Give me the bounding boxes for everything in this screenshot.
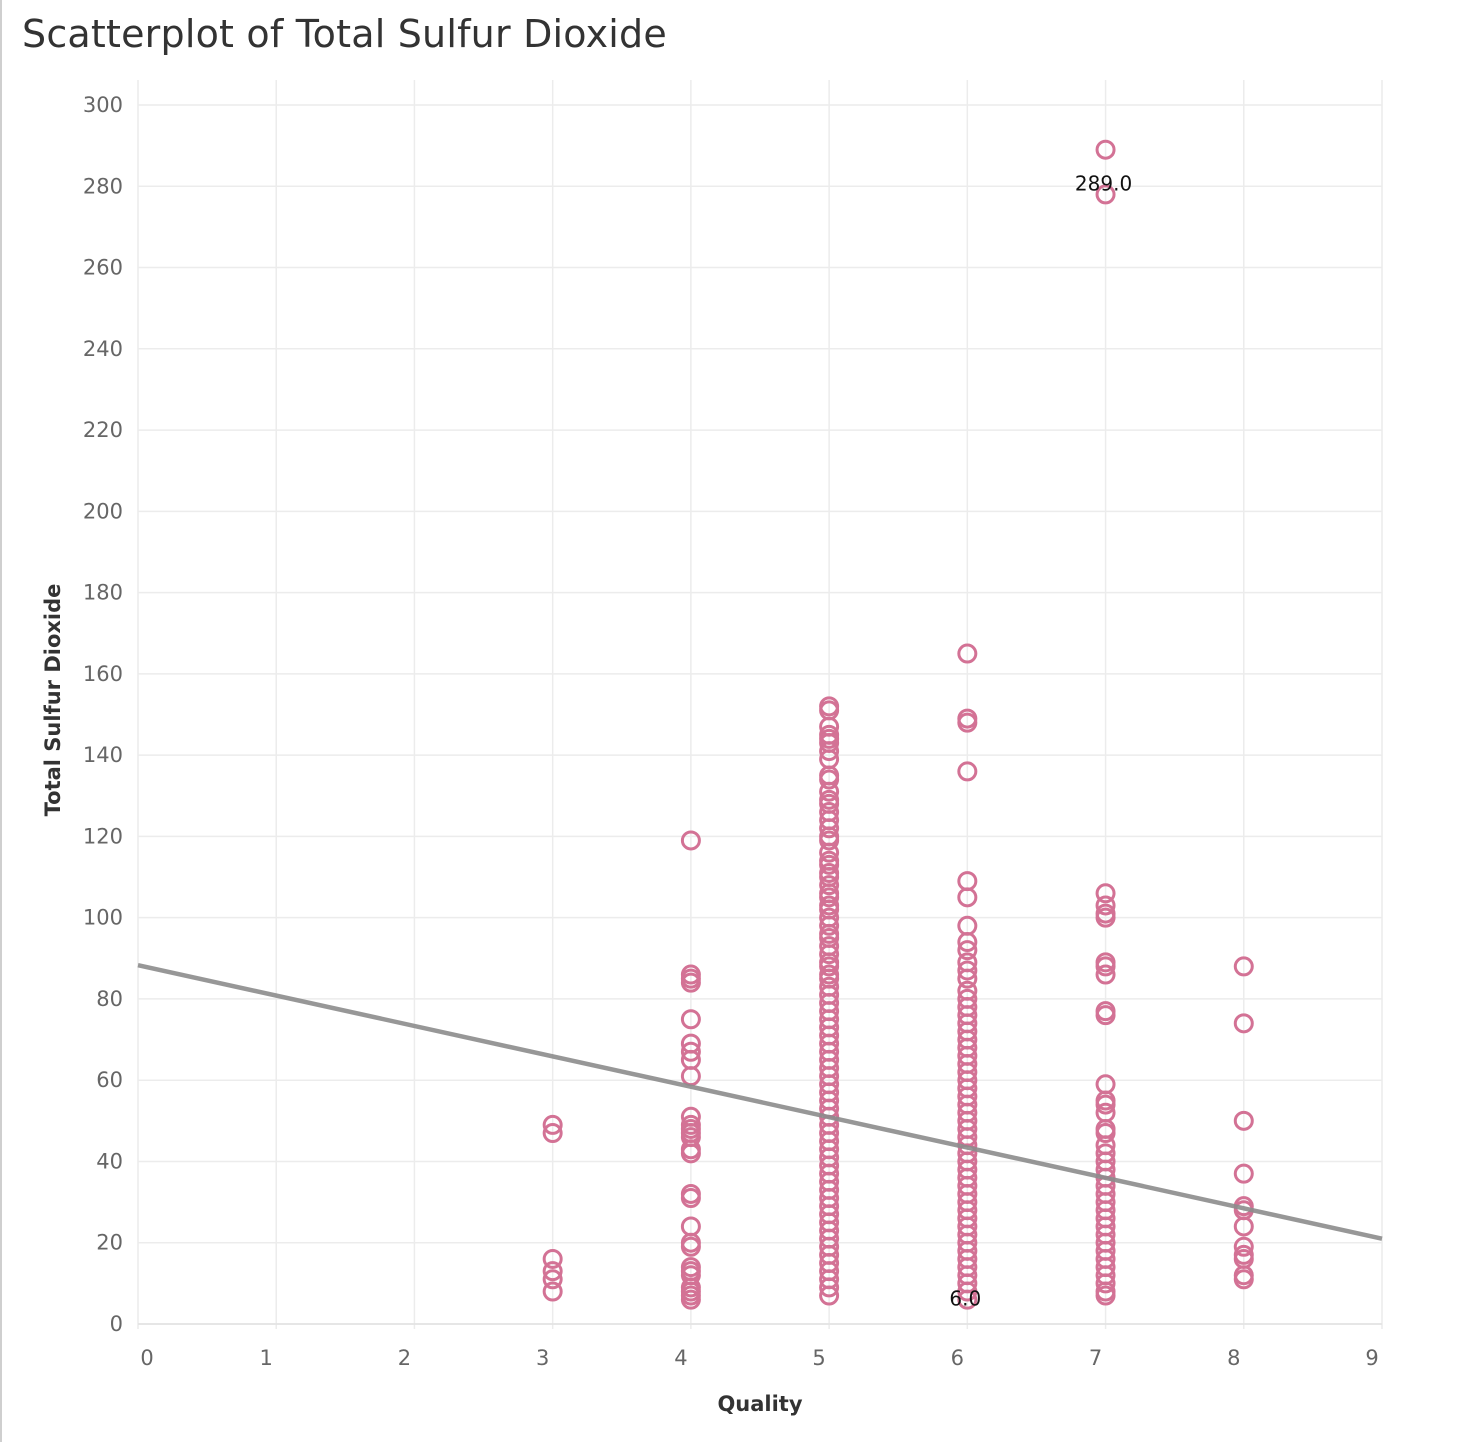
data-point [819,1285,840,1306]
trend-line [137,963,1383,1241]
data-point [957,960,978,981]
y-tick-label: 160 [83,662,123,686]
data-point [1095,1273,1116,1294]
data-point [542,1269,563,1290]
data-point [1095,1123,1116,1144]
data-point [680,1041,701,1062]
y-tick-label: 100 [83,906,123,930]
y-tick-label: 240 [83,337,123,361]
data-point [1233,1236,1254,1257]
x-tick-label: 9 [1365,1346,1378,1370]
x-tick-label: 8 [1227,1346,1240,1370]
y-tick-label: 180 [83,581,123,605]
data-point [819,842,840,863]
data-point [680,1236,701,1257]
data-point [1095,883,1116,904]
data-point [1233,1216,1254,1237]
y-axis-title: Total Sulfur Dioxide [41,584,65,817]
data-point [957,1289,978,1310]
data-point [1095,907,1116,928]
data-point [1095,1005,1116,1026]
y-tick-label: 300 [83,93,123,117]
data-point [1095,956,1116,977]
data-point [1095,184,1116,205]
data-point [680,1143,701,1164]
data-point [819,741,840,762]
x-axis-title: Quality [717,1392,802,1416]
y-tick-label: 140 [83,743,123,767]
data-point [957,1281,978,1302]
data-point [819,781,840,802]
data-point [1095,139,1116,160]
data-point [819,944,840,965]
data-point [1095,1094,1116,1115]
data-point [1233,1013,1254,1034]
y-tick-label: 40 [96,1149,123,1173]
grid-lines [137,80,1383,1329]
y-axis-ticks: 0 20 40 60 80 100 120 140 160 180 200 220 240 260 280 3… [83,93,123,1336]
y-tick-label: 280 [83,174,123,198]
y-tick-label: 80 [96,987,123,1011]
x-tick-label: 3 [536,1346,549,1370]
y-tick-label: 200 [83,499,123,523]
left-border [0,0,2,1442]
data-point [542,1114,563,1135]
x-tick-label: 1 [260,1346,273,1370]
data-point [819,854,840,875]
x-tick-label: 4 [674,1346,687,1370]
x-tick-label: 2 [398,1346,411,1370]
data-point [819,915,840,936]
data-point [957,932,978,953]
data-point [542,1123,563,1144]
data-point [1233,956,1254,977]
data-point [957,940,978,961]
data-point [680,1289,701,1310]
data-point [1233,1269,1254,1290]
y-tick-label: 260 [83,256,123,280]
y-tick-label: 60 [96,1068,123,1092]
x-tick-label: 0 [140,1346,153,1370]
y-tick-label: 220 [83,418,123,442]
data-point [1095,895,1116,916]
x-tick-label: 7 [1089,1346,1102,1370]
data-point [957,712,978,733]
data-point [819,875,840,896]
data-point [957,968,978,989]
data-point [542,1281,563,1302]
y-tick-label: 120 [83,824,123,848]
data-point [680,1009,701,1030]
data-point [1095,964,1116,985]
point-annotation: 6.0 [949,1287,981,1311]
data-point [957,887,978,908]
data-point [542,1248,563,1269]
data-point [819,956,840,977]
data-point [1095,1285,1116,1306]
data-point [680,830,701,851]
chart-title: Scatterplot of Total Sulfur Dioxide [22,12,667,56]
data-point [819,830,840,851]
data-point [819,1277,840,1298]
y-tick-label: 20 [96,1231,123,1255]
data-point [819,818,840,839]
data-point [680,972,701,993]
data-point [1233,1163,1254,1184]
data-point [957,761,978,782]
x-axis-ticks: 0 1 2 3 4 5 6 7 8 9 [140,1346,1378,1370]
data-points [542,139,1254,1310]
data-point [819,769,840,790]
data-point [680,1188,701,1209]
point-annotations: 289.0 6.0 [949,172,1132,1311]
x-tick-label: 5 [812,1346,825,1370]
y-tick-label: 0 [110,1312,123,1336]
point-annotation: 289.0 [1075,172,1132,196]
data-point [542,1261,563,1282]
x-tick-label: 6 [951,1346,964,1370]
data-point [1233,1110,1254,1131]
data-point [957,643,978,664]
trend-line-group [137,963,1383,1241]
data-point [819,887,840,908]
